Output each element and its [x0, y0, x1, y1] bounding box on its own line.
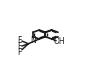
Text: F: F: [17, 36, 21, 45]
Text: N: N: [30, 36, 36, 45]
Text: F: F: [17, 42, 21, 51]
Text: F: F: [17, 48, 21, 57]
Text: OH: OH: [54, 37, 66, 46]
